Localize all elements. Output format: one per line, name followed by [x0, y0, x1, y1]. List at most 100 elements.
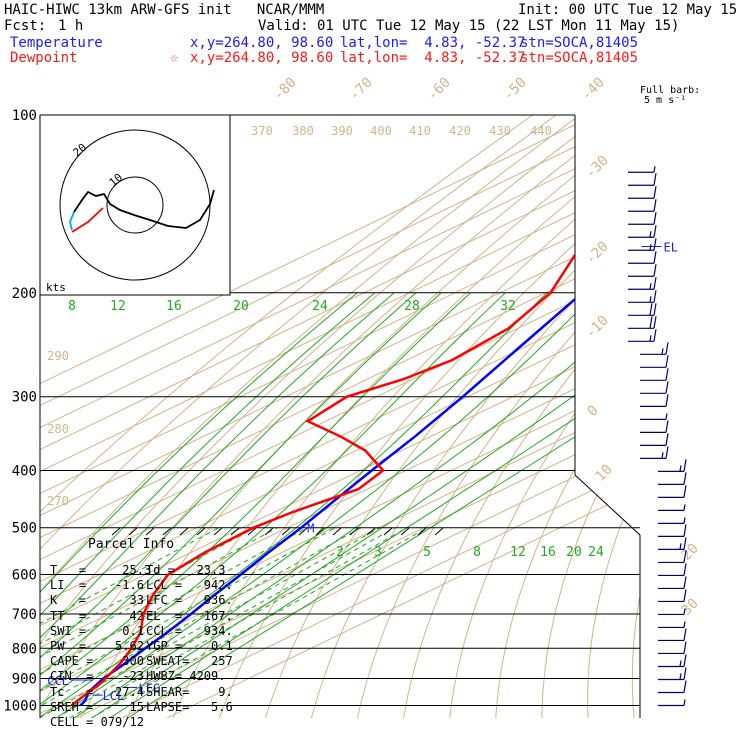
- parcel-info-left: PW = 5.62: [50, 639, 144, 653]
- pressure-tick-label: 400: [12, 464, 37, 480]
- hodograph-ring-10: [106, 176, 164, 234]
- wind-barb-half: [665, 413, 668, 420]
- wind-barb-half: [679, 673, 682, 680]
- pressure-tick-label: 600: [12, 567, 37, 583]
- isotherm-line: [40, 115, 596, 718]
- wind-barb-flag: [653, 212, 657, 225]
- parcel-info-title: Parcel Info: [88, 537, 175, 552]
- level-label-lfc: LFC: [138, 682, 160, 696]
- dry-adiabat-line: [541, 115, 640, 718]
- wind-barb-flag: [683, 537, 687, 550]
- level-markers: EL M CCL LCL LFC: [47, 241, 678, 704]
- isotherm-line: [75, 115, 640, 718]
- wind-barb-flag: [653, 264, 657, 277]
- dry-adiabat-label: 290: [47, 349, 69, 363]
- parcel-info-left: SREH = 15: [50, 699, 144, 714]
- moist-adiabat-line: [40, 292, 358, 718]
- dry-adiabat-label: 390: [331, 124, 353, 138]
- dry-adiabat-label: 420: [449, 124, 471, 138]
- wind-barb-half: [653, 166, 656, 173]
- parcel-info-right: CCL = 934.: [146, 623, 233, 638]
- wind-barb-flag: [683, 563, 687, 576]
- init-time: Init: 00 UTC Tue 12 May 15: [518, 2, 738, 18]
- mixing-ratio-label: 20: [566, 545, 582, 560]
- moist-adiabat-label: 32: [500, 299, 516, 314]
- moist-adiabat-label: 8: [68, 299, 76, 314]
- isotherm-label: 10: [593, 462, 616, 485]
- hatch-mark: [230, 527, 240, 536]
- wind-barb-flag: [653, 316, 657, 329]
- isotherm-line: [40, 115, 640, 718]
- hatch-mark: [111, 527, 121, 536]
- moist-adiabat-line: [87, 292, 640, 718]
- wind-barb-flag: [665, 368, 669, 381]
- parcel-info-left: CIN = -23: [50, 669, 144, 684]
- isotherm-line: [40, 115, 640, 718]
- mixing-ratio-line: [55, 527, 396, 718]
- pressure-tick-label: 200: [12, 286, 37, 302]
- temperature-station: stn=SOCA,81405: [520, 35, 639, 51]
- isotherm-label: -60: [425, 75, 454, 104]
- moist-adiabat-label: 12: [110, 299, 126, 314]
- isotherm-label: -30: [583, 153, 612, 182]
- moist-adiabat-label: 28: [404, 299, 420, 314]
- wind-barb-flag: [665, 446, 669, 459]
- wind-barb-flag: [683, 589, 687, 602]
- mixing-ratio-line: [40, 527, 220, 718]
- parcel-info-right: LFC = 936.: [146, 593, 233, 608]
- pressure-axis: 100 200 300 400 500 600 700 800 900 1000: [3, 108, 37, 714]
- isotherm-line: [40, 115, 640, 718]
- dry-adiabat-line: [264, 115, 640, 718]
- mixing-ratio-label: 24: [588, 545, 604, 560]
- moist-adiabat-line: [40, 292, 395, 718]
- isotherm-label: 20: [679, 541, 702, 564]
- dry-adiabat-label: 380: [292, 124, 314, 138]
- hatch-mark: [332, 527, 342, 536]
- hatch-mark: [179, 527, 189, 536]
- model-title: HAIC-HIWC 13km ARW-GFS init NCAR/MMM: [4, 2, 325, 18]
- wind-barb-half: [679, 543, 682, 550]
- hatch-mark: [145, 527, 155, 536]
- wind-barb-flag: [683, 485, 687, 498]
- parcel-info-left: TT = 42: [50, 608, 144, 623]
- temperature-label: Temperature: [10, 35, 103, 51]
- wind-barb-flag: [665, 342, 669, 355]
- moist-adiabat-line: [40, 292, 506, 718]
- star-icon: ☆: [170, 50, 179, 66]
- isotherm-label: 0: [585, 403, 602, 420]
- wind-barb-flag: [653, 238, 657, 251]
- hodograph-surface: [69, 211, 75, 231]
- level-label-ccl: CCL: [47, 674, 69, 688]
- dry-adiabat-label: 400: [370, 124, 392, 138]
- valid-time: Valid: 01 UTC Tue 12 May 15 (22 LST Mon …: [258, 18, 680, 34]
- moist-adiabat-label: 24: [312, 299, 328, 314]
- dry-adiabat-line: [40, 115, 628, 718]
- mixing-ratio-label: 3: [374, 545, 382, 560]
- dry-adiabat-line: [126, 115, 640, 718]
- isotherm-label: -50: [501, 75, 530, 104]
- mixing-ratio-label: 5: [423, 545, 431, 560]
- wind-barb-flag: [683, 680, 687, 693]
- parcel-info-right: LAPSE= 5.6: [146, 699, 233, 714]
- wind-barb-flag: [653, 303, 657, 316]
- wind-barb-flag: [653, 290, 657, 303]
- dewpoint-station: stn=SOCA,81405: [520, 50, 639, 66]
- dry-adiabat-line: [80, 115, 640, 718]
- mixing-ratio-label: 16: [540, 545, 556, 560]
- parcel-info-left: LI = -1.6: [50, 578, 144, 593]
- hatch-mark: [434, 527, 444, 536]
- dry-adiabat-line: [40, 115, 580, 718]
- parcel-info-right: HWBZ= 4209.: [146, 669, 226, 684]
- hatch-mark: [315, 527, 325, 536]
- wind-barb-half: [683, 517, 686, 524]
- pressure-tick-label: 800: [12, 641, 37, 657]
- hatch-mark: [162, 527, 172, 536]
- hatch-mark: [383, 527, 393, 536]
- pressure-tick-label: 900: [12, 671, 37, 687]
- moist-adiabat-label: 16: [166, 299, 182, 314]
- dry-adiabat-line: [587, 115, 640, 718]
- pressure-tick-label: 700: [12, 607, 37, 623]
- wind-barbs: [628, 166, 687, 707]
- wind-barb-flag: [683, 524, 687, 537]
